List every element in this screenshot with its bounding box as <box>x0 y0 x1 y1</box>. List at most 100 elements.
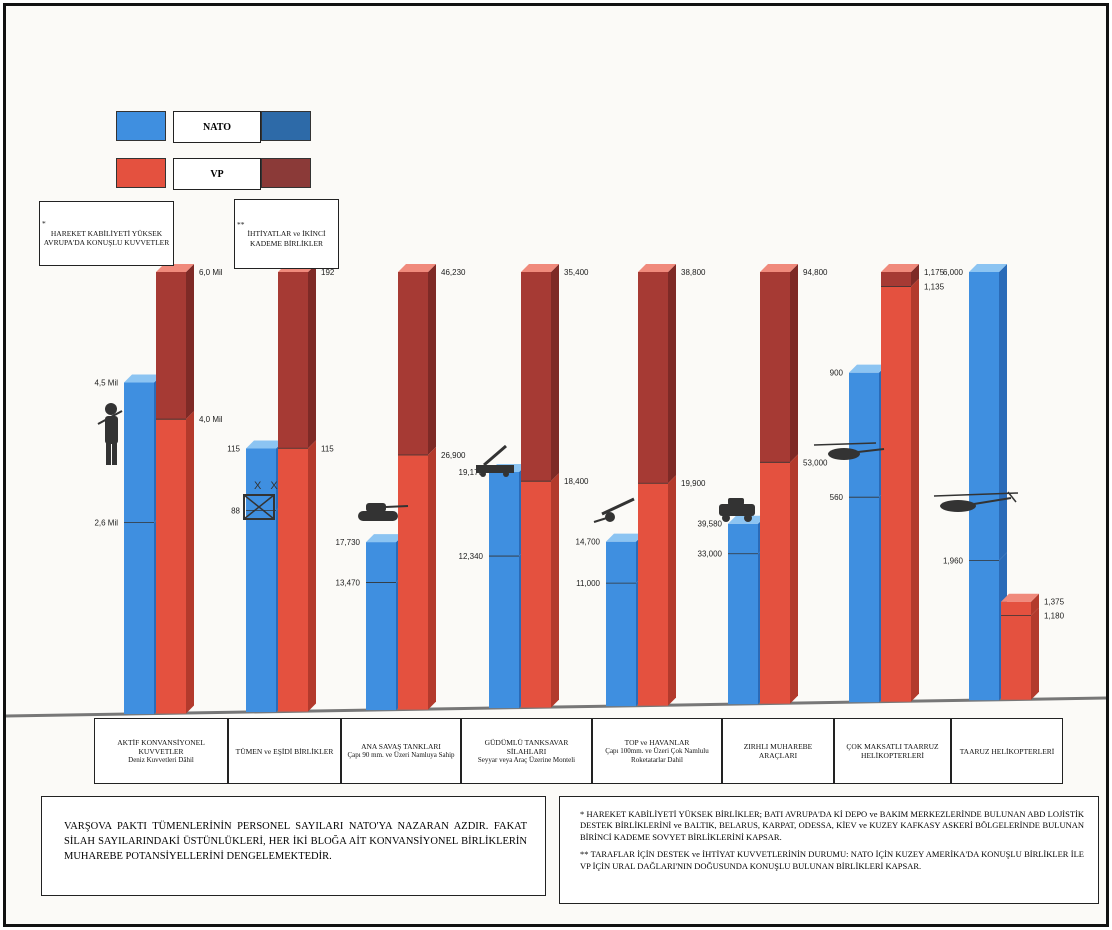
vp-active-side <box>790 454 798 704</box>
category-box-2: TÜMEN ve EŞİDİ BİRLİKLER <box>228 718 341 784</box>
vp-active-side <box>668 475 676 706</box>
vp-total-value-label: 94,800 <box>803 268 828 277</box>
vp-top-face <box>156 264 194 272</box>
legend-note-active: * HAREKET KABİLİYETİ YÜKSEK AVRUPA'DA KO… <box>39 201 174 266</box>
vp-column-0: 4,0 Mil 6,0 Mil <box>156 264 223 714</box>
category-title: ZIRHLI MUHAREBE ARAÇLARI <box>743 742 813 760</box>
nato-column-3: 12,340 19,170 <box>459 463 527 709</box>
vp-active-segment <box>881 286 911 702</box>
nato-reserve-segment <box>489 471 519 557</box>
note-reserve-mark: ** <box>237 219 245 229</box>
vp-active-side <box>186 411 194 714</box>
vp-top-face <box>760 264 798 272</box>
nato-total-value-label: 39,580 <box>698 520 723 529</box>
nato-column-4: 11,000 14,700 <box>576 533 644 707</box>
category-box-7: ÇOK MAKSATLI TAARRUZ HELİKOPTERLERİ <box>834 718 951 784</box>
nato-reserve-segment <box>849 372 879 498</box>
vp-reserve-segment <box>760 272 790 463</box>
vp-active-value-label: 26,900 <box>441 451 466 460</box>
category-box-6: ZIRHLI MUHAREBE ARAÇLARI <box>722 718 834 784</box>
nato-reserve-segment <box>728 523 758 554</box>
vp-column-3: 18,400 35,400 <box>521 264 589 708</box>
nato-top-face <box>849 364 887 373</box>
vp-reserve-segment <box>1001 601 1031 616</box>
nato-active-value-label: 33,000 <box>698 550 723 559</box>
vp-total-value-label: 46,230 <box>441 268 466 277</box>
vp-total-value-label: 35,400 <box>564 268 589 277</box>
category-title: TÜMEN ve EŞİDİ BİRLİKLER <box>235 746 334 756</box>
nato-active-value-label: 2,6 Mil <box>94 519 118 528</box>
vp-column-2: 26,900 46,230 <box>398 264 466 710</box>
ground-baseline <box>6 696 1106 718</box>
vp-active-segment <box>521 481 551 708</box>
artillery-icon <box>593 497 635 523</box>
nato-reserve-segment <box>366 542 396 583</box>
nato-top-face <box>366 534 404 543</box>
vp-total-value-label: 192 <box>321 268 335 277</box>
vp-total-value-label: 1,175 <box>924 268 945 277</box>
legend-vp-active-swatch <box>116 158 166 188</box>
vp-top-face <box>398 264 436 272</box>
vp-top-face <box>1001 593 1039 602</box>
svg-text:X X: X X <box>254 480 281 492</box>
vp-active-side <box>1031 607 1039 700</box>
legend-nato-active-swatch <box>116 111 166 141</box>
vp-active-value-label: 1,135 <box>924 283 945 292</box>
footnote-2: ** TARAFLAR İÇİN DESTEK ve İHTİYAT KUVVE… <box>580 849 1084 871</box>
category-title: TOP ve HAVANLAR <box>624 738 690 748</box>
legend-vp-label: VP <box>173 158 261 190</box>
legend-nato-reserve-swatch <box>261 111 311 141</box>
nato-active-segment <box>366 582 396 711</box>
vp-active-side <box>911 278 919 702</box>
vp-active-side <box>551 473 559 708</box>
category-subtitle: Çapı 100mm. ve Üzeri Çok Namlulu Roketat… <box>605 747 709 764</box>
vp-reserve-segment <box>638 272 668 484</box>
nato-active-segment <box>728 553 758 705</box>
vp-top-face <box>881 264 919 272</box>
vp-reserve-side <box>668 264 676 484</box>
category-box-3: ANA SAVAŞ TANKLARI Çapı 90 mm. ve Üzeri N… <box>341 718 461 784</box>
category-subtitle: Çapı 90 mm. ve Üzeri Namluya Sahip <box>347 751 455 760</box>
nato-reserve-side <box>999 264 1007 561</box>
nato-active-value-label: 88 <box>231 506 240 515</box>
vp-active-segment <box>638 483 668 706</box>
vp-column-4: 19,900 38,800 <box>638 264 706 706</box>
legend-nato-label: NATO <box>173 111 261 143</box>
nato-column-2: 13,470 17,730 <box>336 534 404 711</box>
category-box-8: TAARUZ HELİKOPTERLERİ <box>951 718 1063 784</box>
category-title: GÜDÜMLÜ TANKSAVAR SİLAHLARI <box>484 737 569 756</box>
vp-active-value-label: 19,900 <box>681 479 706 488</box>
nato-reserve-segment <box>124 382 154 523</box>
tank-icon <box>358 503 409 521</box>
vp-reserve-segment <box>521 272 551 482</box>
nato-active-value-label: 1,960 <box>943 556 964 565</box>
utility-helicopter-icon <box>813 442 885 460</box>
nato-column-0: 2,6 Mil 4,5 Mil <box>94 374 162 715</box>
vp-active-value-label: 1,180 <box>1044 612 1065 621</box>
nato-total-value-label: 6,000 <box>943 268 964 277</box>
vp-top-face <box>521 264 559 272</box>
legend-note-reserve: ** İHTİYATLAR ve İKİNCİ KADEME BİRLİKLER <box>234 199 339 269</box>
category-title: ANA SAVAŞ TANKLARI <box>361 742 441 752</box>
footnotes-box: * HAREKET KABİLİYETİ YÜKSEK BİRLİKLER; B… <box>559 796 1099 904</box>
nato-active-segment <box>489 556 519 709</box>
nato-top-face <box>969 264 1007 272</box>
vp-active-segment <box>1001 615 1031 700</box>
nato-active-segment <box>969 560 999 701</box>
division-symbol-icon: X X <box>243 480 281 520</box>
vp-active-segment <box>156 419 186 714</box>
vp-reserve-segment <box>398 272 428 455</box>
category-box-5: TOP ve HAVANLAR Çapı 100mm. ve Üzeri Çok … <box>592 718 722 784</box>
category-title: AKTİF KONVANSİYONEL KUVVETLER <box>117 737 205 756</box>
vp-active-value-label: 4,0 Mil <box>199 415 223 424</box>
nato-total-value-label: 19,170 <box>459 468 484 477</box>
nato-reserve-segment <box>606 541 636 584</box>
nato-active-segment <box>246 510 276 713</box>
vp-active-value-label: 53,000 <box>803 458 828 467</box>
vp-reserve-segment <box>278 272 308 449</box>
vp-reserve-side <box>428 264 436 455</box>
nato-active-segment <box>849 497 879 703</box>
armored-car-icon <box>719 498 755 522</box>
vp-reserve-segment <box>156 272 186 420</box>
